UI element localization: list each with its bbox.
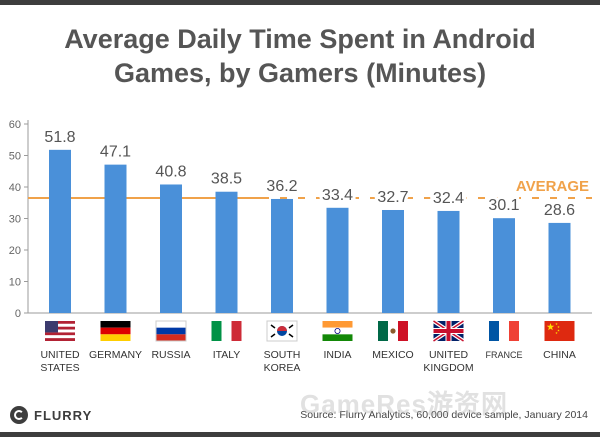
india-flag-icon [322, 321, 353, 341]
france-flag-icon [489, 321, 519, 341]
y-tick-label: 20 [9, 245, 21, 257]
bar-value-label: 47.1 [100, 144, 131, 161]
south-korea-flag-icon [266, 320, 298, 342]
bar-value-label: 51.8 [44, 129, 75, 146]
germany-flag-icon [100, 321, 131, 341]
top-frame-bar [0, 0, 600, 5]
average-label: AVERAGE [516, 178, 589, 195]
category-label: INDIA [323, 349, 351, 361]
bar-value-label: 38.5 [211, 171, 242, 188]
y-tick-label: 50 [9, 151, 21, 163]
source-note: Source: Flurry Analytics, 60,000 device … [300, 409, 588, 421]
bar-value-label: 28.6 [544, 202, 575, 219]
category-label: MEXICO [372, 349, 413, 361]
bar [382, 209, 404, 313]
category-label: CHINA [543, 349, 576, 361]
y-tick-label: 60 [9, 119, 21, 131]
flurry-logo: FLURRY [10, 406, 92, 424]
category-label: STATES [40, 362, 79, 374]
bar [326, 207, 349, 313]
watermark: GameRes游资网 [300, 389, 508, 419]
category-label: FRANCE [485, 350, 522, 360]
bar [160, 184, 182, 313]
chart-title: Average Daily Time Spent in Android Game… [0, 22, 600, 90]
category-label: KOREA [264, 362, 301, 374]
bar [271, 198, 293, 313]
bar-value-label: 40.8 [155, 163, 186, 180]
category-label: UNITED [40, 349, 80, 361]
bar-value-label: 32.7 [377, 189, 408, 206]
chart-title-line-1: Average Daily Time Spent in Android [64, 24, 536, 54]
bar-value-label: 33.4 [322, 187, 353, 204]
bar [49, 149, 71, 313]
bar [548, 222, 571, 313]
bar [215, 191, 238, 313]
flurry-logo-icon [10, 406, 28, 424]
us-flag-icon [45, 321, 75, 341]
chart-title-line-2: Games, by Gamers (Minutes) [113, 58, 487, 88]
italy-flag-icon [211, 321, 242, 341]
y-tick-label: 30 [9, 214, 21, 226]
bar-value-label: 30.1 [488, 197, 519, 214]
russia-flag-icon [155, 320, 187, 342]
flurry-logo-text: FLURRY [34, 407, 93, 423]
y-tick-label: 10 [9, 277, 21, 289]
mexico-flag-icon [378, 321, 408, 341]
bar [493, 218, 515, 313]
category-label: SOUTH [264, 349, 301, 361]
y-tick-label: 40 [9, 182, 21, 194]
category-label: KINGDOM [423, 362, 473, 374]
uk-flag-icon [432, 319, 465, 343]
china-flag-icon [544, 321, 575, 341]
category-label: GERMANY [89, 349, 142, 361]
bar-value-label: 36.2 [266, 178, 297, 195]
y-tick-label: 0 [15, 308, 21, 320]
bar-value-label: 32.4 [433, 190, 464, 207]
bar [104, 164, 127, 313]
bar [437, 210, 460, 313]
bottom-frame-bar [0, 432, 600, 437]
category-label: RUSSIA [151, 349, 190, 361]
category-label: ITALY [213, 349, 241, 361]
category-label: UNITED [429, 349, 469, 361]
